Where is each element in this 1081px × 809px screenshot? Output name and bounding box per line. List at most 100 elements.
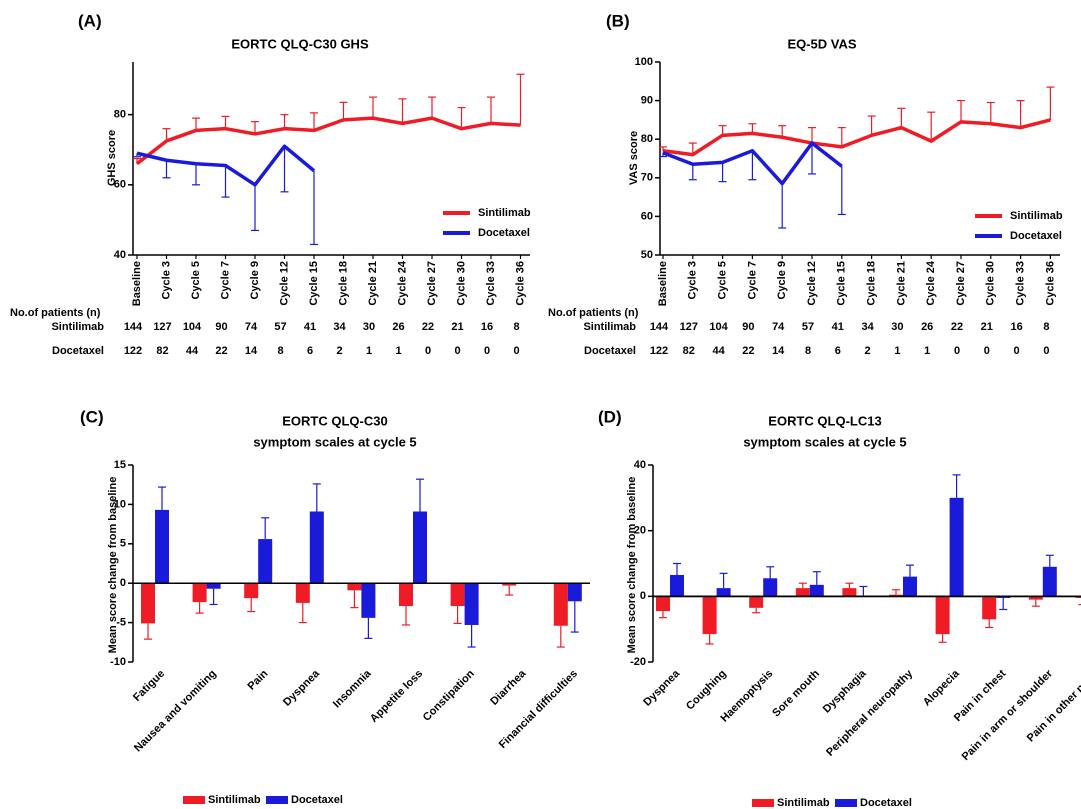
x-tick-label: Constipation	[421, 667, 477, 723]
x-tick-label: Appetite loss	[368, 668, 425, 725]
patients-count: 1	[894, 345, 900, 357]
bar	[309, 511, 324, 584]
patients-count: 127	[153, 321, 171, 333]
bar	[502, 583, 517, 586]
x-tick-label: Cycle 5	[190, 261, 202, 300]
patients-count: 21	[451, 321, 463, 333]
patients-count: 22	[951, 321, 963, 333]
x-tick-label: Cycle 33	[485, 261, 497, 306]
patients-row-name: Sintilimab	[583, 321, 636, 333]
y-tick-label: -5	[116, 617, 126, 629]
patients-count: 122	[124, 345, 142, 357]
x-tick-label: Cycle 15	[836, 261, 848, 306]
bar	[450, 583, 465, 607]
patients-count: 144	[124, 321, 143, 333]
panel-label: (A)	[78, 11, 102, 30]
x-tick-label: Cycle 15	[308, 261, 320, 306]
x-tick-label: Cycle 18	[866, 261, 878, 306]
y-tick-label: 80	[641, 133, 653, 145]
bar	[399, 583, 413, 607]
patients-count: 2	[865, 345, 871, 357]
patients-count: 14	[245, 345, 258, 357]
series-line	[662, 141, 843, 186]
patients-count: 0	[513, 345, 519, 357]
patients-count: 0	[984, 345, 990, 357]
bar	[749, 596, 764, 608]
x-tick-label: Cycle 36	[514, 261, 526, 306]
x-tick-label: Alopecia	[921, 667, 963, 709]
patients-count: 2	[336, 345, 342, 357]
patients-count: 34	[333, 321, 346, 333]
x-tick-label: Insomnia	[331, 667, 374, 710]
patients-row-name: Docetaxel	[52, 345, 104, 357]
patients-count: 90	[215, 321, 227, 333]
panel-label: (B)	[606, 11, 630, 30]
patients-count: 1	[366, 345, 372, 357]
y-axis-label: Mean score change from baseline	[107, 477, 119, 654]
y-tick-label: 0	[640, 590, 646, 602]
patients-count: 57	[802, 321, 814, 333]
x-tick-label: Cycle 18	[337, 261, 349, 306]
patients-count: 6	[835, 345, 841, 357]
patients-count: 104	[183, 321, 202, 333]
legend-label: Sintilimab	[1010, 210, 1063, 222]
x-tick-label: Cycle 12	[806, 261, 818, 306]
patients-label: No.of patients (n)	[548, 307, 639, 319]
bar	[1075, 596, 1081, 598]
legend-label: Docetaxel	[860, 797, 912, 809]
bar	[413, 511, 427, 584]
y-axis-label: VAS score	[628, 131, 640, 185]
y-tick-label: 20	[634, 525, 646, 537]
patients-count: 14	[772, 345, 785, 357]
x-tick-label: Cycle 24	[396, 260, 408, 306]
x-tick-label: Cycle 9	[776, 261, 788, 300]
legend-label: Docetaxel	[291, 794, 343, 806]
legend-label: Docetaxel	[478, 227, 530, 239]
patients-count: 44	[186, 345, 199, 357]
y-tick-label: 50	[641, 249, 653, 261]
patients-row-name: Sintilimab	[51, 321, 104, 333]
x-tick-label: Sore mouth	[770, 668, 822, 720]
panel-label: (D)	[598, 407, 622, 426]
x-tick-label: Pain	[245, 667, 270, 692]
bar	[567, 583, 582, 602]
patients-count: 16	[1010, 321, 1022, 333]
x-tick-label: Pain in arm or shoulder	[960, 667, 1056, 763]
legend-label: Sintilimab	[208, 794, 261, 806]
x-tick-label: Pain in other parts	[1025, 668, 1081, 745]
y-tick-label: 60	[114, 179, 126, 191]
x-tick-label: Cycle 3	[687, 261, 699, 300]
legend-label: Sintilimab	[478, 207, 531, 219]
patients-count: 74	[772, 321, 785, 333]
bar	[903, 576, 917, 597]
x-tick-label: Cycle 30	[455, 261, 467, 306]
x-tick-label: Cycle 9	[249, 261, 261, 300]
y-axis-label: Mean score change from baseline	[626, 477, 638, 654]
x-tick-label: Cycle 30	[985, 261, 997, 306]
x-tick-label: Cycle 7	[219, 261, 231, 300]
patients-count: 0	[484, 345, 490, 357]
y-tick-label: 70	[641, 172, 653, 184]
x-tick-label: Fatigue	[131, 668, 167, 704]
x-tick-label: Cycle 3	[160, 261, 172, 300]
y-tick-label: 80	[114, 109, 126, 121]
bar	[809, 584, 824, 597]
x-tick-label: Dysphagia	[821, 667, 869, 715]
patients-count: 22	[215, 345, 227, 357]
patients-count: 0	[454, 345, 460, 357]
y-tick-label: 15	[114, 459, 126, 471]
y-tick-label: 100	[635, 56, 653, 68]
patients-count: 41	[304, 321, 316, 333]
patients-count: 1	[395, 345, 401, 357]
patients-count: 8	[1043, 321, 1049, 333]
patients-count: 8	[277, 345, 283, 357]
bar	[795, 588, 810, 597]
legend-swatch	[183, 796, 205, 804]
bar	[192, 583, 207, 603]
patients-count: 8	[513, 321, 519, 333]
bar	[1042, 566, 1057, 597]
bar	[295, 583, 310, 603]
bar	[889, 594, 903, 597]
legend-label: Docetaxel	[1010, 230, 1062, 242]
